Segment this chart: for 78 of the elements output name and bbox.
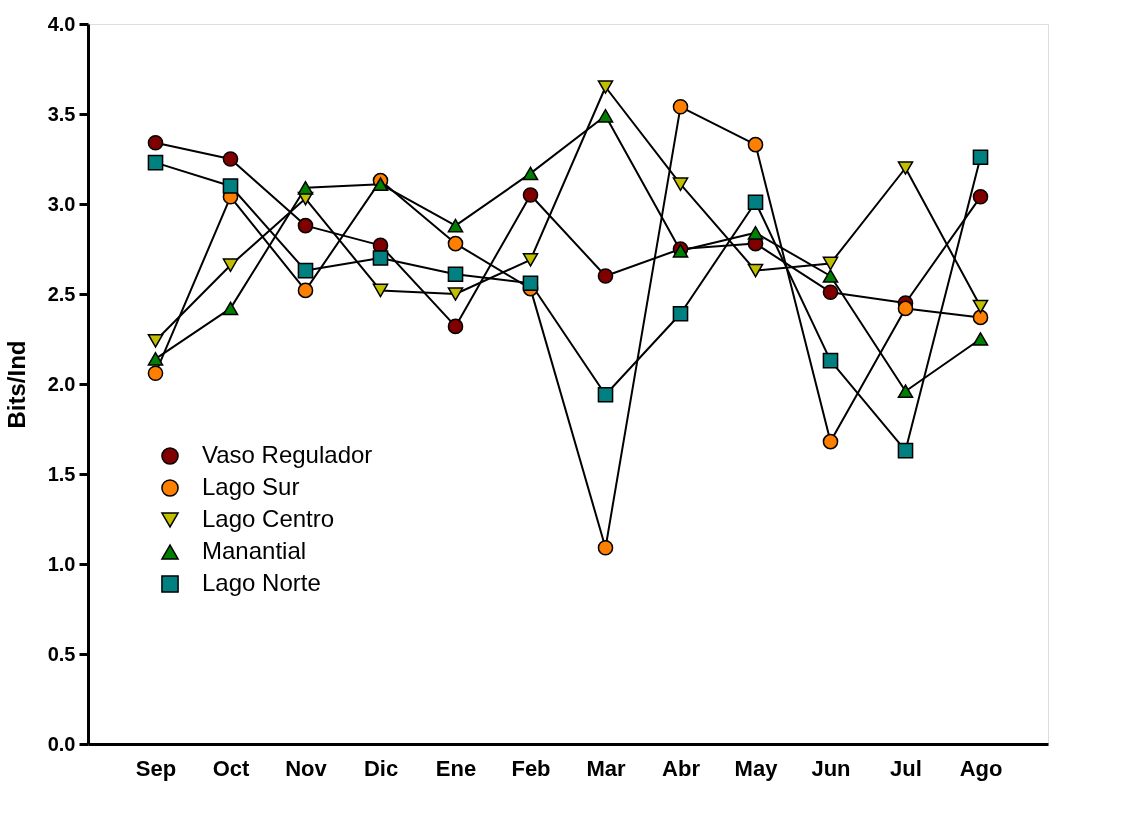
point xyxy=(822,256,839,271)
point xyxy=(822,352,839,369)
point xyxy=(897,300,914,317)
y-tick-label: 1.0 xyxy=(47,552,76,575)
x-tick-label: Jun xyxy=(811,755,851,781)
x-tick-label: Sep xyxy=(135,755,177,781)
y-tick-label: 3.5 xyxy=(47,102,76,125)
legend-label: Vaso Regulador xyxy=(202,441,373,468)
point xyxy=(897,161,914,175)
x-tick-label: May xyxy=(734,755,779,781)
point xyxy=(672,177,689,192)
point xyxy=(147,333,164,348)
y-tick-label: 4.0 xyxy=(47,12,76,35)
point xyxy=(672,305,689,322)
point xyxy=(522,252,539,267)
point xyxy=(972,299,989,314)
point xyxy=(222,151,239,167)
point xyxy=(372,283,389,298)
point xyxy=(972,149,989,166)
y-tick-label: 0.0 xyxy=(47,732,76,755)
point xyxy=(147,154,164,171)
point xyxy=(747,194,764,211)
point xyxy=(297,180,314,195)
point xyxy=(222,258,239,273)
x-tick-label: Ago xyxy=(959,755,1003,781)
point xyxy=(822,433,839,450)
x-tick-label: Mar xyxy=(586,755,626,781)
point xyxy=(822,284,839,301)
point xyxy=(972,309,989,326)
legend-label: Lago Norte xyxy=(202,569,321,596)
x-tick-label: Abr xyxy=(662,755,701,781)
legend-label: Lago Centro xyxy=(202,505,335,532)
y-tick-label: 1.5 xyxy=(47,462,76,485)
x-tick-label: Dic xyxy=(363,755,399,781)
y-tick-label: 2.5 xyxy=(47,282,76,305)
point xyxy=(897,442,914,459)
x-tick-label: Jul xyxy=(890,755,922,781)
point xyxy=(147,134,164,151)
point xyxy=(597,539,614,556)
point xyxy=(297,282,314,299)
x-tick-label: Nov xyxy=(285,755,328,781)
point xyxy=(222,301,239,316)
point xyxy=(897,384,914,399)
point xyxy=(447,287,464,301)
point xyxy=(522,187,539,203)
point xyxy=(972,188,989,205)
legend-label: Lago Sur xyxy=(202,473,300,500)
point xyxy=(447,318,464,335)
x-tick-label: Ene xyxy=(435,755,477,781)
y-tick-label: 0.5 xyxy=(47,642,76,665)
point xyxy=(372,250,389,266)
point xyxy=(447,235,464,252)
point xyxy=(147,365,164,382)
y-tick-label: 3.0 xyxy=(47,192,76,215)
point xyxy=(297,262,314,279)
point xyxy=(972,332,989,346)
point xyxy=(147,351,164,366)
point xyxy=(597,268,614,284)
point xyxy=(372,177,389,192)
y-axis-title: Bits/Ind xyxy=(2,340,30,429)
point xyxy=(747,225,764,240)
x-tick-label: Feb xyxy=(511,755,551,781)
point xyxy=(597,386,614,403)
point xyxy=(672,98,689,115)
point xyxy=(447,266,464,283)
legend-label: Manantial xyxy=(202,537,307,564)
point xyxy=(297,217,314,234)
x-tick-label: Oct xyxy=(212,755,250,781)
point xyxy=(747,263,764,278)
y-tick-label: 2.0 xyxy=(47,372,76,395)
point xyxy=(597,108,614,123)
point xyxy=(522,166,539,181)
point xyxy=(822,269,839,283)
point xyxy=(447,218,464,233)
point xyxy=(222,178,239,194)
point xyxy=(747,136,764,153)
point xyxy=(597,80,614,94)
point xyxy=(522,275,539,292)
